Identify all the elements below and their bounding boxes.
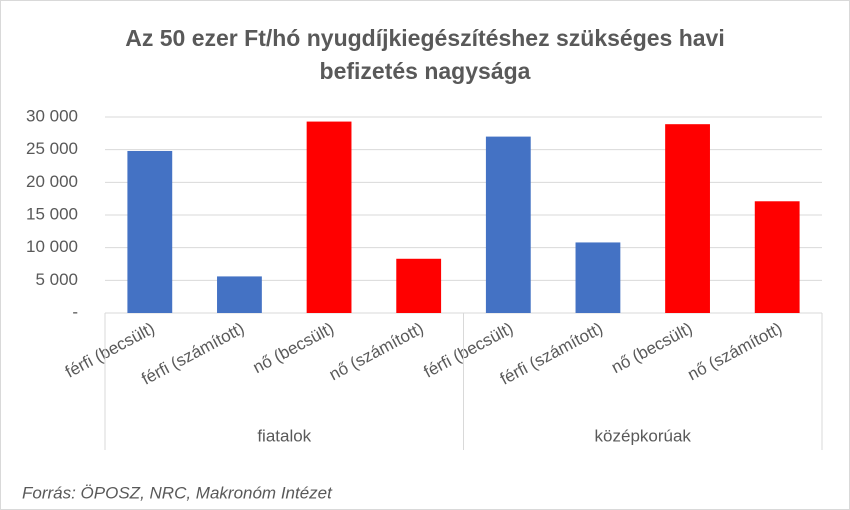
bar: [127, 150, 173, 313]
chart-title: Az 50 ezer Ft/hó nyugdíjkiegészítéshez s…: [125, 25, 724, 51]
y-tick-label: 5 000: [35, 270, 78, 289]
bar: [306, 121, 352, 313]
y-tick-label: 15 000: [26, 204, 78, 223]
bar: [575, 242, 621, 313]
chart-title: befizetés nagysága: [320, 58, 531, 84]
bar: [485, 136, 531, 313]
y-tick-label: 10 000: [26, 237, 78, 256]
y-tick-label: -: [72, 302, 78, 321]
bar: [665, 124, 710, 313]
source-note: Forrás: ÖPOSZ, NRC, Makronóm Intézet: [22, 483, 333, 502]
y-tick-label: 25 000: [26, 139, 78, 158]
y-tick-label: 20 000: [26, 172, 78, 191]
group-label: fiatalok: [257, 426, 311, 445]
bar: [396, 258, 442, 313]
bar: [217, 276, 262, 313]
group-label: középkorúak: [595, 426, 692, 445]
y-tick-label: 30 000: [26, 106, 78, 125]
bar: [754, 201, 800, 313]
